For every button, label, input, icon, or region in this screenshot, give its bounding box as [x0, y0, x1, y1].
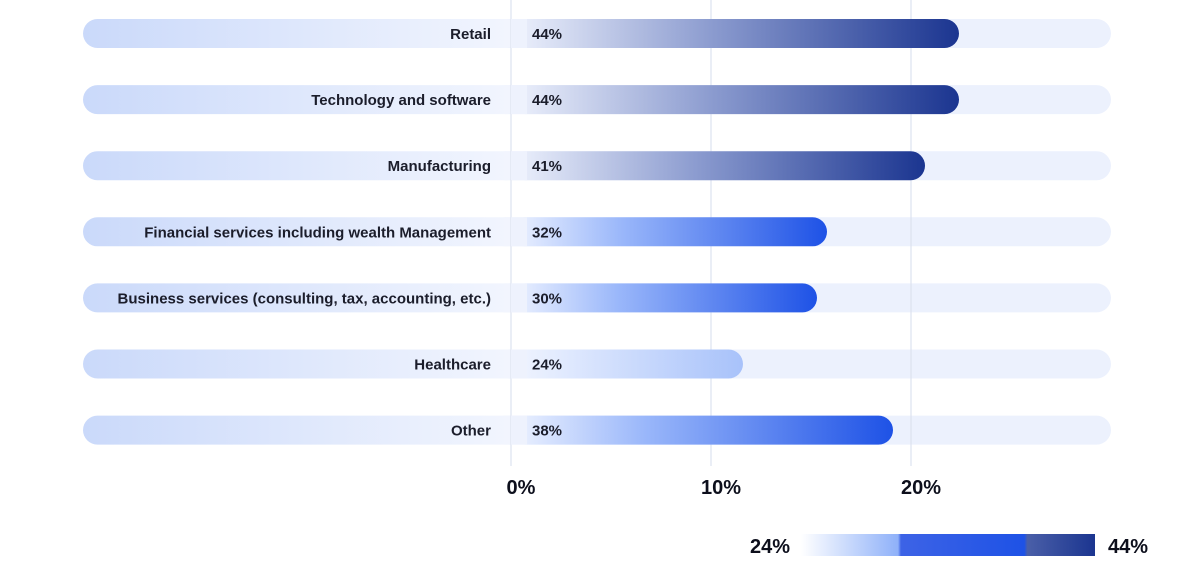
value-label: 24%	[532, 357, 562, 374]
category-label-pill	[83, 283, 521, 313]
bar-left-edge	[511, 19, 527, 48]
bar-left-edge	[511, 217, 527, 247]
x-tick-label: 20%	[901, 477, 941, 499]
bar	[511, 349, 743, 379]
bar	[511, 283, 817, 313]
value-label: 44%	[532, 26, 562, 43]
category-label-pill	[83, 151, 521, 181]
category-label: Financial services including wealth Mana…	[144, 224, 491, 241]
bar-left-edge	[511, 415, 527, 445]
category-label-pill	[83, 217, 521, 247]
x-tick-label: 0%	[507, 477, 536, 499]
bar	[511, 217, 827, 247]
category-label: Business services (consulting, tax, acco…	[118, 290, 491, 307]
bar-left-edge	[511, 151, 527, 181]
value-label: 41%	[532, 158, 562, 175]
category-label-pill	[83, 415, 521, 445]
category-label: Technology and software	[311, 92, 491, 109]
category-label-pill	[83, 19, 521, 48]
color-scale-legend: 24% 44%	[750, 534, 1148, 558]
category-label: Manufacturing	[388, 158, 491, 175]
value-label: 38%	[532, 423, 562, 440]
bars	[511, 19, 959, 445]
value-label: 32%	[532, 224, 562, 241]
category-label: Retail	[450, 26, 491, 43]
value-label: 30%	[532, 290, 562, 307]
category-label: Other	[451, 423, 491, 440]
legend-min-label: 24%	[750, 536, 790, 558]
category-label-pill	[83, 349, 521, 379]
value-labels: 44% 44% 41% 32% 30% 24% 38%	[532, 26, 562, 440]
bar-left-edge	[511, 85, 527, 115]
x-tick-label: 10%	[701, 477, 741, 499]
bar	[511, 19, 959, 48]
category-label: Healthcare	[414, 357, 491, 374]
bar-left-edge	[511, 283, 527, 313]
bar	[511, 151, 925, 181]
category-label-pill	[83, 85, 521, 115]
bar-left-edge	[511, 349, 527, 379]
x-axis-ticks: 0% 10% 20%	[507, 477, 942, 499]
legend-max-label: 44%	[1108, 536, 1148, 558]
value-label: 44%	[532, 92, 562, 109]
legend-color-scale	[801, 534, 1095, 556]
bar	[511, 415, 893, 445]
category-labels: Retail Technology and software Manufacturi…	[118, 26, 492, 440]
bar	[511, 85, 959, 115]
